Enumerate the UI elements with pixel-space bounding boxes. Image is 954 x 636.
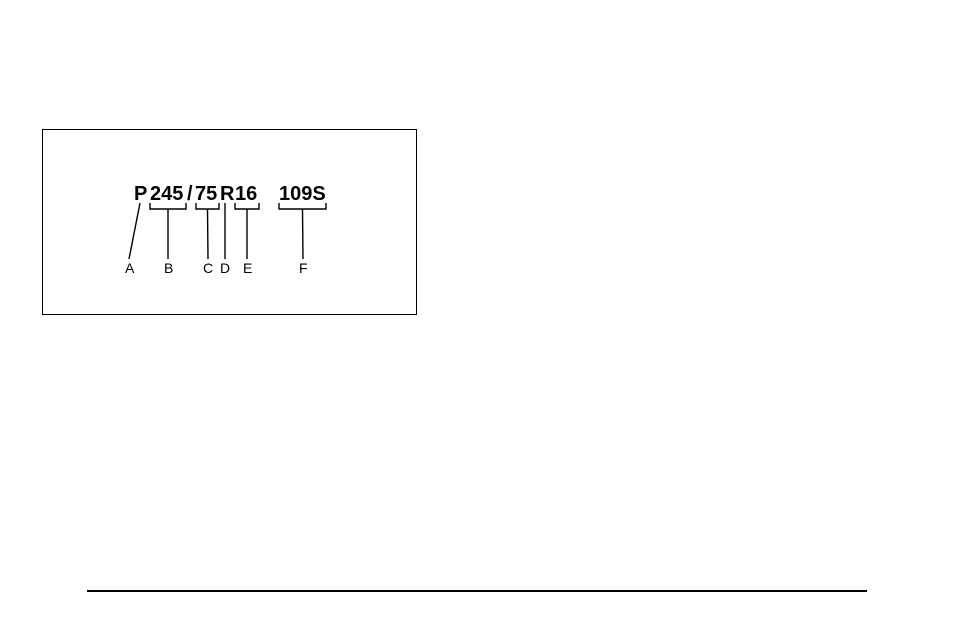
- tire-code-segment-5: 16: [235, 183, 257, 205]
- tire-size-diagram: P245/75R16 109S A B CDE F: [0, 0, 954, 636]
- tire-code-segment-3: 75: [195, 183, 217, 205]
- bracket-leader-1: [208, 209, 209, 259]
- callout-label-f: F: [299, 260, 308, 276]
- tire-code-segment-1: 245: [150, 183, 183, 205]
- page-footer-rule: [87, 590, 867, 592]
- callout-label-b: B: [164, 260, 173, 276]
- leader-0: [129, 203, 140, 259]
- callout-label-a: A: [125, 260, 135, 276]
- bracket-leader-3: [303, 209, 304, 259]
- callout-label-c: C: [203, 260, 213, 276]
- tire-code-segment-2: /: [187, 183, 193, 205]
- tire-code-segment-6: 109S: [279, 183, 326, 205]
- tire-code-segment-4: R: [220, 183, 235, 205]
- callout-label-d: D: [220, 260, 230, 276]
- callout-label-e: E: [243, 260, 252, 276]
- tire-code-segment-0: P: [134, 183, 147, 205]
